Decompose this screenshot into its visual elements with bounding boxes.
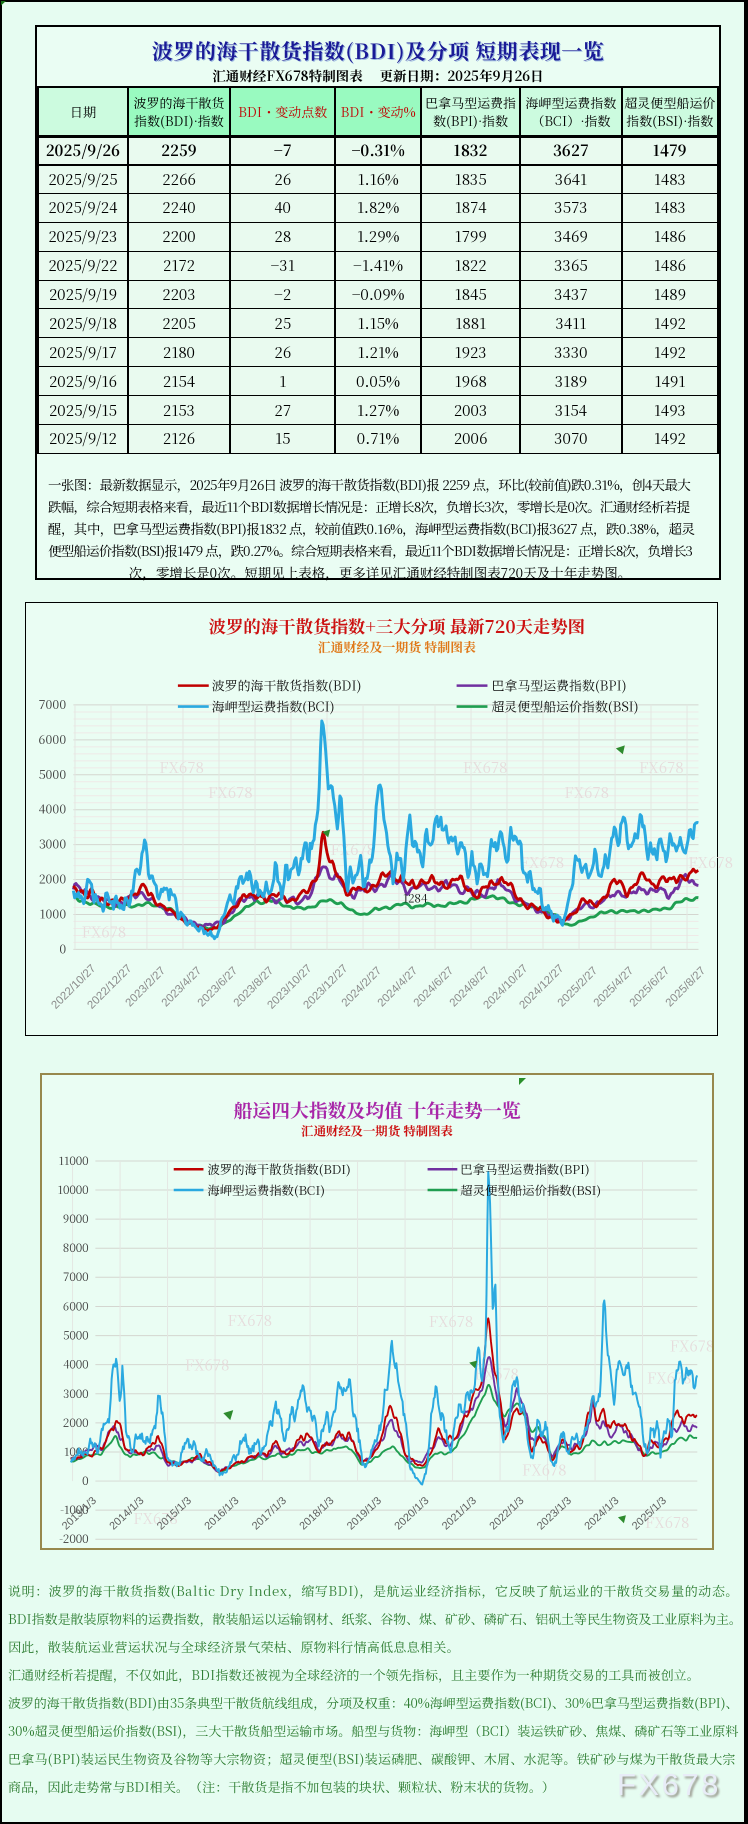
svg-text:2023/1/3: 2023/1/3 — [535, 1495, 574, 1533]
svg-text:FX678: FX678 — [227, 1310, 271, 1331]
svg-text:波罗的海干散货指数(BDI): 波罗的海干散货指数(BDI) — [212, 676, 362, 695]
svg-text:8000: 8000 — [63, 1240, 88, 1256]
svg-text:2016/1/3: 2016/1/3 — [202, 1495, 241, 1533]
svg-text:超灵便型船运价指数(BSI): 超灵便型船运价指数(BSI) — [460, 1181, 601, 1199]
svg-text:海岬型运费指数(BCI): 海岬型运费指数(BCI) — [207, 1181, 325, 1199]
svg-text:0: 0 — [82, 1473, 88, 1489]
svg-text:2000: 2000 — [39, 870, 67, 888]
svg-text:FX678: FX678 — [81, 921, 126, 942]
svg-text:1284: 1284 — [403, 891, 428, 907]
svg-text:2017/1/3: 2017/1/3 — [250, 1495, 289, 1533]
svg-text:5000: 5000 — [63, 1328, 88, 1344]
svg-text:船运四大指数及均值 十年走势一览: 船运四大指数及均值 十年走势一览 — [233, 1097, 520, 1124]
svg-text:FX678: FX678 — [463, 757, 508, 778]
svg-text:FX678: FX678 — [519, 852, 564, 873]
svg-text:2000: 2000 — [63, 1415, 88, 1431]
svg-text:1000: 1000 — [40, 904, 67, 922]
svg-text:巴拿马型运费指数(BPI): 巴拿马型运费指数(BPI) — [491, 676, 626, 695]
svg-text:2018/1/3: 2018/1/3 — [297, 1495, 336, 1533]
svg-text:FX678: FX678 — [564, 782, 609, 803]
svg-text:汇通财经及一期货 特制图表: 汇通财经及一期货 特制图表 — [301, 1121, 453, 1139]
svg-text:2019/1/3: 2019/1/3 — [345, 1495, 384, 1533]
svg-text:超灵便型船运价指数(BSI): 超灵便型船运价指数(BSI) — [491, 696, 638, 715]
svg-text:2024/1/3: 2024/1/3 — [582, 1495, 621, 1533]
svg-text:FX678: FX678 — [159, 757, 204, 778]
svg-text:海岬型运费指数(BCI): 海岬型运费指数(BCI) — [212, 696, 335, 715]
svg-text:3000: 3000 — [39, 835, 67, 853]
svg-text:9000: 9000 — [63, 1211, 88, 1227]
svg-text:波罗的海干散货指数(BDI): 波罗的海干散货指数(BDI) — [207, 1160, 350, 1178]
svg-text:FX678: FX678 — [645, 1512, 690, 1533]
svg-text:-1000: -1000 — [60, 1502, 88, 1518]
svg-text:2020/1/3: 2020/1/3 — [392, 1495, 431, 1533]
svg-text:4000: 4000 — [39, 800, 67, 818]
svg-text:10000: 10000 — [58, 1182, 89, 1198]
svg-text:FX678: FX678 — [330, 839, 375, 860]
svg-text:FX678: FX678 — [429, 1311, 474, 1332]
svg-text:巴拿马型运费指数(BPI): 巴拿马型运费指数(BPI) — [460, 1160, 589, 1178]
svg-text:6000: 6000 — [39, 730, 67, 748]
svg-text:FX678: FX678 — [185, 1355, 230, 1376]
svg-text:0: 0 — [59, 939, 66, 957]
svg-text:FX678: FX678 — [670, 1336, 714, 1357]
svg-text:FX678: FX678 — [639, 757, 684, 778]
svg-text:FX678: FX678 — [522, 1460, 567, 1481]
svg-text:2022/1/3: 2022/1/3 — [487, 1495, 526, 1533]
svg-text:5000: 5000 — [39, 765, 67, 783]
svg-text:-2000: -2000 — [59, 1531, 88, 1547]
svg-text:2025/8/27: 2025/8/27 — [664, 965, 708, 1009]
svg-text:波罗的海干散货指数+三大分项 最新720天走势图: 波罗的海干散货指数+三大分项 最新720天走势图 — [209, 613, 585, 638]
svg-text:7000: 7000 — [39, 695, 67, 713]
svg-text:6000: 6000 — [63, 1298, 88, 1314]
svg-text:4000: 4000 — [63, 1357, 88, 1373]
svg-text:FX678: FX678 — [647, 1367, 692, 1388]
svg-text:2021/1/3: 2021/1/3 — [440, 1495, 479, 1533]
svg-text:汇通财经及一期货 特制图表: 汇通财经及一期货 特制图表 — [318, 637, 477, 656]
svg-text:FX678: FX678 — [208, 782, 253, 803]
svg-text:7000: 7000 — [63, 1269, 88, 1285]
svg-text:FX678: FX678 — [133, 1508, 178, 1529]
svg-text:3000: 3000 — [63, 1386, 88, 1402]
svg-text:11000: 11000 — [59, 1153, 89, 1169]
